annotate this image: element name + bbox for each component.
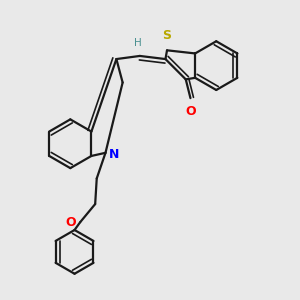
- Text: H: H: [134, 38, 142, 48]
- Text: S: S: [163, 29, 172, 42]
- Text: O: O: [65, 216, 76, 229]
- Text: N: N: [109, 148, 119, 160]
- Text: O: O: [185, 105, 196, 118]
